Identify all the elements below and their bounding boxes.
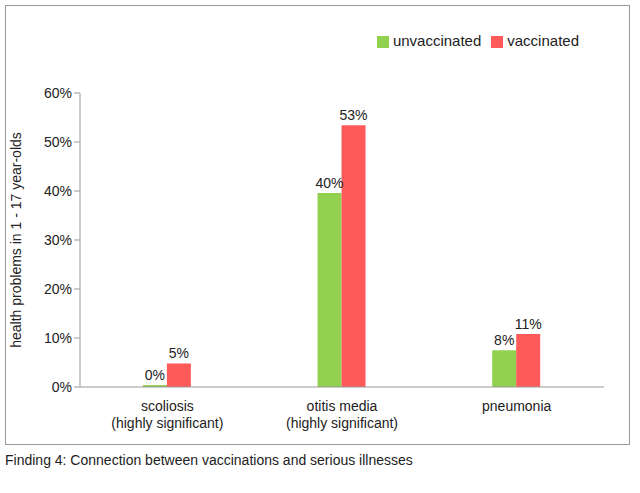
svg-text:scoliosis: scoliosis <box>141 398 194 414</box>
svg-text:(highly significant): (highly significant) <box>286 415 398 431</box>
svg-text:(highly significant): (highly significant) <box>111 415 223 431</box>
svg-text:0%: 0% <box>52 379 72 395</box>
svg-text:5%: 5% <box>169 345 189 361</box>
svg-text:8%: 8% <box>494 332 514 348</box>
html-text:Finding 4: Connection between: Finding 4: Connection between vaccinatio… <box>5 452 413 468</box>
svg-text:40%: 40% <box>316 175 344 191</box>
html-text:vaccinated: vaccinated <box>507 32 579 49</box>
svg-text:20%: 20% <box>44 281 72 297</box>
svg-text:50%: 50% <box>44 134 72 150</box>
svg-text:40%: 40% <box>44 183 72 199</box>
html-text:unvaccinated: unvaccinated <box>392 32 482 49</box>
svg-text:otitis media: otitis media <box>307 398 378 414</box>
svg-text:0%: 0% <box>145 367 165 383</box>
svg-text:60%: 60% <box>44 85 72 101</box>
svg-text:pneumonia: pneumonia <box>482 398 551 414</box>
svg-text:11%: 11% <box>515 316 542 332</box>
svg-text:10%: 10% <box>44 330 72 346</box>
svg-text:health problems in 1 - 17 year: health problems in 1 - 17 year-olds <box>8 132 24 348</box>
svg-text:30%: 30% <box>44 232 72 248</box>
svg-text:53%: 53% <box>340 107 368 123</box>
